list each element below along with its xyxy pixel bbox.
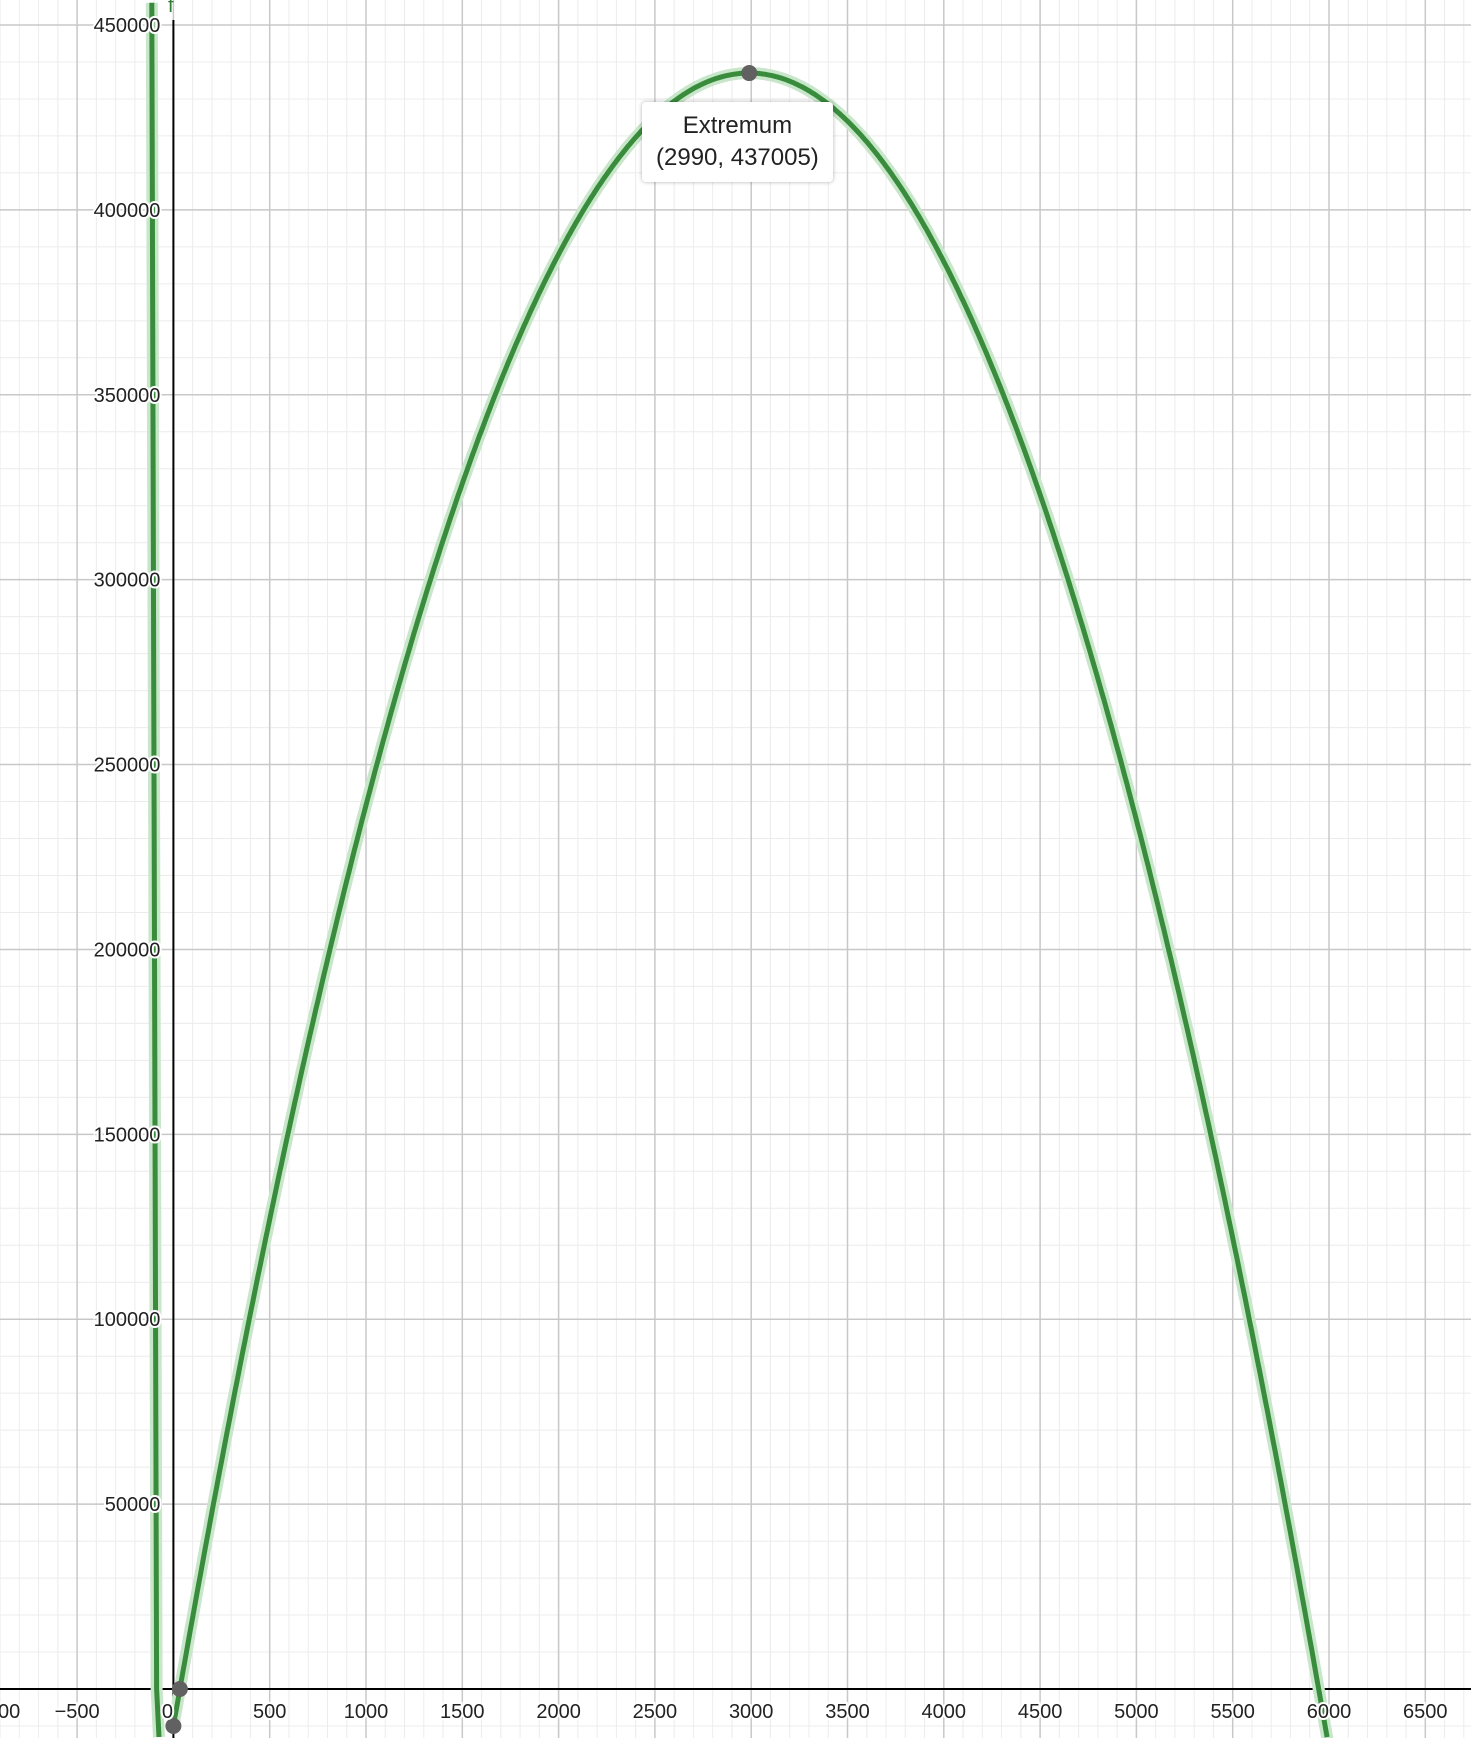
x-tick-label: −500 (55, 1701, 100, 1723)
x-tick-label: 6000 (1307, 1701, 1352, 1723)
x-tick-label: 5000 (1114, 1701, 1159, 1723)
y-tick-label: 150000 (94, 1124, 161, 1146)
x-tick-label: 1000 (344, 1701, 389, 1723)
function-label: f (168, 0, 174, 17)
extremum-coords: (2990, 437005) (656, 144, 819, 171)
y-tick-label: 50000 (105, 1494, 161, 1516)
function-curve-branch (149, 2, 162, 1738)
x-tick-label-partial: 00 (0, 1701, 20, 1723)
x-tick-label: 4000 (922, 1701, 967, 1723)
y-tick-label: 100000 (94, 1309, 161, 1331)
x-tick-label: 5500 (1210, 1701, 1255, 1723)
extremum-tooltip: Extremum (2990, 437005) (642, 102, 833, 182)
point-marker (171, 1681, 188, 1697)
x-tick-label: 500 (253, 1701, 286, 1723)
y-tick-label: 250000 (94, 755, 161, 777)
x-tick-label: 6500 (1403, 1701, 1448, 1723)
x-tick-label: 3000 (729, 1701, 774, 1723)
x-tick-label: 2500 (633, 1701, 678, 1723)
point-marker (165, 1717, 182, 1734)
y-tick-label: 400000 (94, 200, 161, 222)
x-tick-label: 1500 (440, 1701, 485, 1723)
tick-labels: −500 0 500 1000 1500 2000 2500 3000 3500 4000 4500… (0, 13, 1450, 1725)
axes (0, 20, 1471, 1738)
y-tick-label: 200000 (94, 939, 161, 961)
y-tick-label: 350000 (94, 385, 161, 407)
point-marker (741, 65, 758, 82)
extremum-title: Extremum (682, 112, 793, 139)
x-tick-label: 0 (162, 1701, 173, 1723)
x-tick-label: 2000 (536, 1701, 581, 1723)
y-tick-label: 450000 (94, 15, 161, 37)
curves (145, 2, 1334, 1738)
points (165, 65, 758, 1734)
x-tick-label: 3500 (825, 1701, 870, 1723)
x-tick-label: 4500 (1018, 1701, 1063, 1723)
y-tick-label: 300000 (94, 570, 161, 592)
